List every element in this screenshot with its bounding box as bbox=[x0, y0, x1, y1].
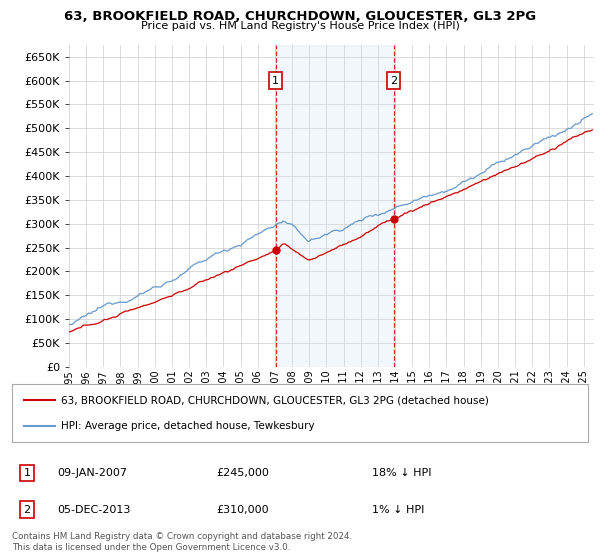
Text: 63, BROOKFIELD ROAD, CHURCHDOWN, GLOUCESTER, GL3 2PG (detached house): 63, BROOKFIELD ROAD, CHURCHDOWN, GLOUCES… bbox=[61, 395, 489, 405]
Text: Contains HM Land Registry data © Crown copyright and database right 2024.
This d: Contains HM Land Registry data © Crown c… bbox=[12, 532, 352, 552]
Text: 1: 1 bbox=[23, 468, 31, 478]
Text: 2: 2 bbox=[390, 76, 397, 86]
Text: 05-DEC-2013: 05-DEC-2013 bbox=[57, 505, 130, 515]
Text: HPI: Average price, detached house, Tewkesbury: HPI: Average price, detached house, Tewk… bbox=[61, 421, 314, 431]
Text: 63, BROOKFIELD ROAD, CHURCHDOWN, GLOUCESTER, GL3 2PG: 63, BROOKFIELD ROAD, CHURCHDOWN, GLOUCES… bbox=[64, 10, 536, 23]
Text: Price paid vs. HM Land Registry's House Price Index (HPI): Price paid vs. HM Land Registry's House … bbox=[140, 21, 460, 31]
Text: £245,000: £245,000 bbox=[216, 468, 269, 478]
Text: 2: 2 bbox=[23, 505, 31, 515]
Text: £310,000: £310,000 bbox=[216, 505, 269, 515]
Text: 18% ↓ HPI: 18% ↓ HPI bbox=[372, 468, 431, 478]
Text: 09-JAN-2007: 09-JAN-2007 bbox=[57, 468, 127, 478]
Text: 1% ↓ HPI: 1% ↓ HPI bbox=[372, 505, 424, 515]
Bar bbox=[275, 45, 394, 367]
Text: 1: 1 bbox=[272, 76, 279, 86]
